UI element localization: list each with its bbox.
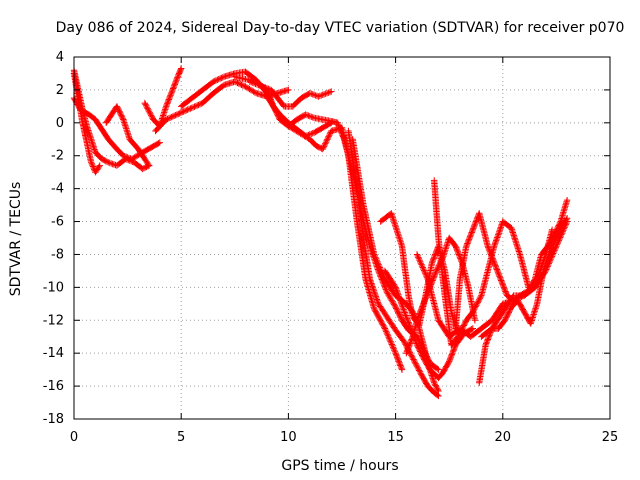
series-marks <box>478 218 571 340</box>
y-tick-label: -16 <box>43 379 64 394</box>
y-tick-label: -8 <box>51 247 64 262</box>
series-sat-s <box>403 234 479 357</box>
series-marks <box>103 103 153 169</box>
y-tick-label: -6 <box>51 215 64 230</box>
x-tick-label: 0 <box>70 430 78 445</box>
series-marks <box>431 177 532 349</box>
series-sat-k <box>345 127 442 400</box>
series-marks <box>403 234 479 357</box>
y-tick-label: -14 <box>43 346 64 361</box>
series-sat-o <box>431 177 532 349</box>
y-tick-label: 0 <box>56 116 64 131</box>
x-tick-label: 15 <box>387 430 404 445</box>
x-tick-label: 20 <box>495 430 512 445</box>
x-axis-label: GPS time / hours <box>281 458 398 474</box>
series-sat-t <box>478 218 571 340</box>
plot-frame <box>73 56 611 420</box>
x-tick-label: 5 <box>177 430 185 445</box>
y-tick-label: -4 <box>51 182 64 197</box>
y-tick-label: 4 <box>56 50 64 65</box>
series-marks <box>345 127 442 400</box>
series-marks <box>381 267 476 382</box>
grid-lines <box>74 57 610 419</box>
series-sat-j <box>263 93 406 373</box>
y-tick-label: -12 <box>43 313 64 328</box>
y-tick-label: -2 <box>51 149 64 164</box>
y-axis-label: SDTVAR / TECUs <box>8 182 24 297</box>
y-tick-label: 2 <box>56 83 64 98</box>
series-marks <box>263 93 406 373</box>
x-tick-label: 25 <box>602 430 619 445</box>
x-tick-label: 10 <box>280 430 297 445</box>
axis-ticks: 0 5 10 15 20 25 -18 -16 -14 -12 -10 -8 -6 -4 -2 0 2 4 <box>43 50 619 445</box>
series-sat-d <box>103 103 153 169</box>
y-tick-label: -10 <box>43 280 64 295</box>
series-sat-m <box>381 267 476 382</box>
data-series <box>70 65 571 400</box>
chart-title: Day 086 of 2024, Sidereal Day-to-day VTE… <box>56 20 625 36</box>
y-tick-label: -18 <box>43 412 64 427</box>
